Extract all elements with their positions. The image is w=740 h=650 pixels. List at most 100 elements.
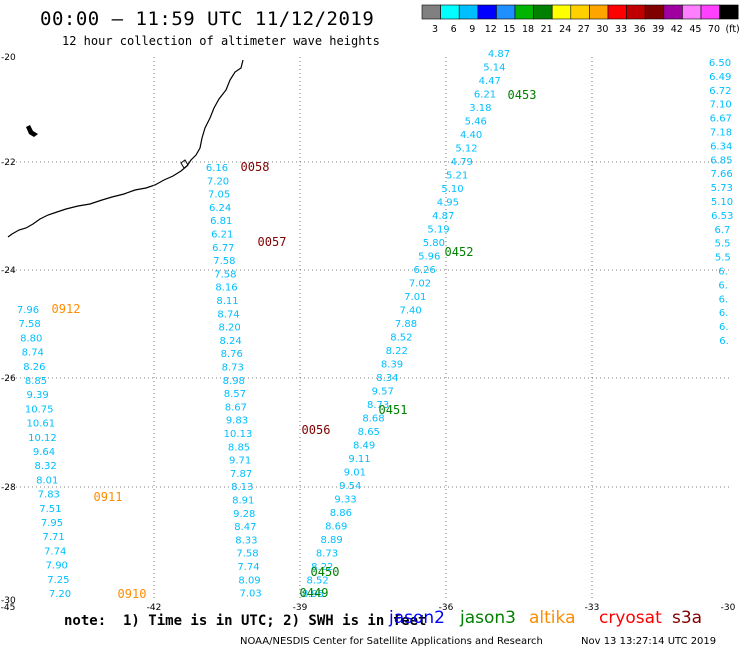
wave-height-value: 9.64 [33,447,55,458]
wave-height-value: 7.74 [237,562,259,573]
wave-height-value: 8.20 [218,323,240,334]
wave-height-value: 10.75 [25,404,54,415]
wave-height-value: 8.09 [238,575,260,586]
wave-height-value: 4.87 [488,49,510,60]
wave-height-value: 9.71 [229,456,251,467]
wave-height-value: 9.11 [348,454,370,465]
wave-height-value: 7.20 [207,176,229,187]
wave-height-value: 8.89 [320,535,342,546]
lon-tick-label: -42 [147,603,162,613]
wave-height-value: 6. [718,280,728,291]
wave-height-value: 6.72 [709,86,731,97]
wave-height-value: 7.10 [709,100,731,111]
wave-height-value: 6.67 [710,114,732,125]
wave-height-value: 7.20 [49,589,71,600]
wave-height-value: 6.16 [206,163,228,174]
wave-height-value: 6. [719,322,729,333]
map-title: 00:00 – 11:59 UTC 11/12/2019 [40,8,375,30]
wave-height-value: 8.73 [222,363,244,374]
wave-height-value: 6.24 [209,203,231,214]
pass-time-label: 0452 [445,245,474,259]
wave-height-value: 7.05 [208,190,230,201]
satellite-label-s3a: s3a [672,608,703,628]
wave-height-value: 8.32 [34,461,56,472]
lon-tick-label: -30 [721,603,736,613]
wave-height-value: 6.49 [709,72,731,83]
wave-height-value: 7.83 [38,490,60,501]
wave-height-value: 9.28 [233,509,255,520]
pass-time-label: 0449 [300,586,329,600]
lon-tick-label: -39 [293,603,308,613]
wave-height-value: 8.34 [376,373,398,384]
colorbar-label: 30 [596,24,608,35]
lat-tick-label: -24 [1,266,16,276]
pass-time-label: 0910 [118,587,147,601]
wave-height-value: 8.67 [225,402,247,413]
wave-height-value: 7.51 [39,504,61,515]
wave-height-value: 6.81 [210,216,232,227]
wave-height-value: 8.01 [36,475,58,486]
wave-height-value: 6. [719,336,729,347]
wave-height-value: 8.85 [228,442,250,453]
pass-time-label: 0453 [508,88,537,102]
wave-height-value: 8.52 [390,333,412,344]
wave-height-value: 8.86 [330,508,352,519]
colorbar-label: 21 [541,24,553,35]
wave-height-value: 8.76 [221,349,243,360]
wave-height-value: 8.95 [302,589,324,600]
wave-height-value: 8.52 [307,576,329,587]
wave-height-value: 4.79 [451,157,473,168]
wave-height-value: 7.01 [404,292,426,303]
wave-height-value: 7.71 [42,532,64,543]
colorbar-label: 12 [485,24,497,35]
lat-tick-label: -30 [1,596,16,606]
wave-height-value: 4.40 [460,130,482,141]
wave-height-value: 9.54 [339,481,361,492]
wave-height-value: 8.26 [23,362,45,373]
wave-height-value: 8.49 [353,441,375,452]
wave-height-value: 10.61 [26,419,55,430]
wave-height-value: 4.47 [479,76,501,87]
lon-tick-label: -33 [585,603,600,613]
wave-height-value: 6.21 [474,90,496,101]
wave-height-value: 8.91 [232,496,254,507]
wave-height-value: 8.24 [220,336,242,347]
colorbar-label: 45 [689,24,701,35]
wave-height-value: 6.7 [714,225,730,236]
wave-height-value: 5.5 [715,239,731,250]
wave-height-value: 8.33 [235,535,257,546]
wave-height-value: 5.46 [465,117,487,128]
colorbar-label: 39 [652,24,664,35]
wave-height-value: 7.90 [46,561,68,572]
wave-height-value: 7.88 [395,319,417,330]
wave-height-value: 8.39 [381,360,403,371]
wave-height-value: 6.21 [211,230,233,241]
coastline [7,59,244,238]
wave-height-value: 5.80 [423,238,445,249]
wave-height-value: 8.80 [20,333,42,344]
map-subtitle: 12 hour collection of altimeter wave hei… [62,34,380,48]
island-shape [26,125,38,137]
wave-height-value: 8.22 [311,562,333,573]
wave-height-value: 7.58 [213,256,235,267]
wave-height-value: 7.58 [18,319,40,330]
colorbar-label: 15 [503,24,515,35]
pass-time-label: 0057 [258,235,287,249]
wave-height-value: 5.10 [711,197,733,208]
wave-height-value: 5.19 [427,225,449,236]
wave-height-value: 8.13 [231,482,253,493]
colorbar-label: 18 [522,24,534,35]
wave-height-value: 8.16 [215,283,237,294]
colorbar-swatch [719,4,739,20]
wave-height-value: 6.50 [709,58,731,69]
wave-height-value: 9.33 [334,495,356,506]
wave-height-value: 5.5 [715,253,731,264]
lon-tick-label: -36 [439,603,454,613]
wave-height-value: 6. [719,294,729,305]
wave-height-value: 5.14 [483,63,505,74]
colorbar-label: 9 [469,24,475,35]
wave-height-colorbar: 3 6 9 12 15 18 21 24 27 30 33 36 39 42 45 70 (ft) [421,4,740,35]
wave-height-value: 7.58 [236,549,258,560]
wave-height-value: 7.03 [239,589,261,600]
